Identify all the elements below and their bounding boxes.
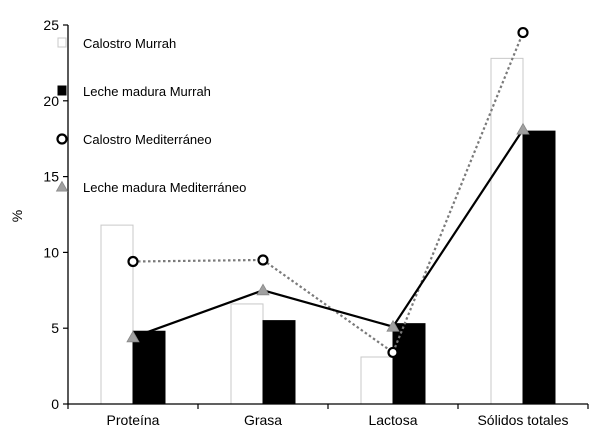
axes-layer: 0 5 10 15 20 25 Proteína Grasa Lactosa Sólidos to… (43, 17, 589, 428)
y-tick-label-3: 10 (43, 244, 59, 260)
legend-swatch-4 (55, 180, 69, 192)
bar-2-3 (392, 323, 426, 405)
legend-label-3: Calostro Mediterráneo (83, 132, 212, 147)
series-line-1 (132, 32, 525, 355)
marker-2-4 (516, 122, 530, 135)
bar-1-3 (360, 356, 394, 405)
marker-1-2 (257, 254, 269, 266)
legend: Calostro Murrah Leche madura Murrah Calost… (55, 36, 246, 195)
legend-label-4: Leche madura Mediterráneo (83, 180, 246, 195)
bar-1-2 (230, 303, 264, 405)
legend-label-1: Calostro Murrah (83, 36, 176, 51)
legend-label-2: Leche madura Murrah (83, 84, 211, 99)
y-axis-label: % (9, 210, 25, 222)
marker-1-3 (387, 346, 399, 359)
legend-swatch-3 (56, 133, 68, 145)
marker-2-3 (386, 319, 400, 332)
x-tick-label-3: Lactosa (368, 412, 417, 428)
y-tick-label-6: 25 (43, 17, 59, 33)
marker-2-2 (256, 283, 270, 296)
bar-1-4 (490, 57, 524, 405)
y-tick-label-1: 0 (51, 396, 59, 412)
bar-2-1 (132, 330, 166, 405)
legend-swatch-1 (57, 37, 67, 48)
y-tick-label-4: 15 (43, 169, 59, 185)
x-tick-label-1: Proteína (107, 412, 160, 428)
bar-1-1 (100, 224, 134, 405)
bar-2-4 (522, 130, 556, 405)
legend-swatch-2 (57, 85, 67, 96)
bars-layer (100, 57, 556, 405)
marker-2-1 (126, 330, 140, 343)
y-tick-label-2: 5 (51, 320, 59, 336)
lines-layer (126, 26, 530, 359)
x-tick-label-4: Sólidos totales (477, 412, 568, 428)
marker-1-1 (127, 255, 139, 268)
series-line-2 (132, 128, 524, 339)
y-tick-label-5: 20 (43, 93, 59, 109)
marker-1-4 (517, 26, 529, 39)
bar-2-2 (262, 320, 296, 405)
x-tick-label-2: Grasa (244, 412, 282, 428)
